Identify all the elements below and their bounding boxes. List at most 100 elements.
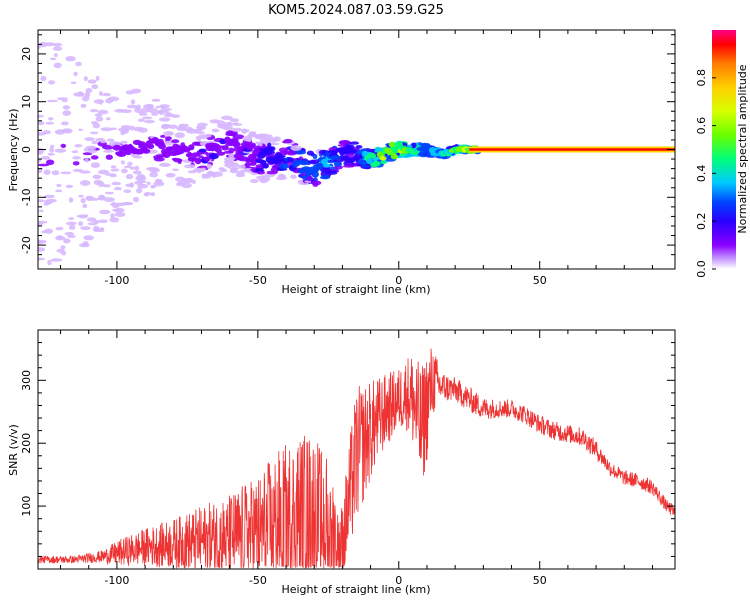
spectrogram-cell: [80, 103, 87, 108]
spectrogram-cell: [90, 155, 99, 160]
spectrogram-cell: [138, 112, 148, 116]
spectrogram-cell: [44, 228, 53, 234]
spectrogram-cell: [65, 221, 77, 226]
snr-panel: -100 -50 0 50 100 200 300 Height of straight l…: [7, 329, 676, 596]
spectrogram-cell: [151, 98, 161, 102]
spectrogram-ridge-cell: [379, 156, 387, 161]
spectrogram-cell: [103, 197, 115, 203]
spectrogram-cell: [63, 238, 71, 244]
spectrogram-cell: [161, 124, 172, 129]
spectrogram-cell: [177, 158, 182, 164]
spectrogram-cell: [235, 173, 246, 178]
spectrogram-cell: [69, 225, 76, 230]
spectrogram-cell: [83, 76, 88, 82]
spectrogram-x-axis-label: Height of straight line (km): [281, 283, 430, 296]
spectrogram-ridge-cell: [158, 143, 166, 150]
spectrogram-cell: [97, 195, 106, 201]
spectrogram-ridge-cell: [162, 151, 171, 159]
spectrogram-cell: [80, 198, 86, 204]
spectrogram-cell: [54, 148, 67, 153]
spectrogram-cell: [60, 171, 72, 175]
spectrogram-cell: [51, 170, 60, 176]
spectrogram-cell: [62, 105, 71, 110]
spectrogram-cell: [53, 62, 62, 69]
spectrogram-cell: [56, 183, 62, 188]
spectrogram-ridge-cell: [203, 156, 211, 162]
spectrogram-cell: [224, 163, 229, 167]
spectrogram-cell: [46, 99, 58, 103]
spectrogram-cell: [164, 136, 172, 141]
spectrogram-cell: [97, 109, 109, 115]
spectrogram-ridge-cell: [216, 151, 226, 156]
spectrogram-cell: [73, 71, 78, 77]
spectrogram-cell: [45, 121, 55, 125]
spectrogram-cell: [248, 131, 257, 138]
spectrogram-cell: [134, 180, 144, 185]
spectrogram-ridge-cell: [320, 158, 328, 165]
spectrogram-cell: [89, 109, 99, 113]
spectrogram-cell: [184, 164, 196, 169]
spectrogram-ridge-cell: [246, 145, 254, 151]
spectrogram-cell: [350, 141, 359, 145]
spectrogram-cell: [75, 61, 82, 67]
spectrogram-cell: [82, 152, 93, 156]
spectrogram-cell: [167, 131, 173, 136]
colorbar-gradient: [712, 30, 736, 269]
spectrogram-cell: [126, 104, 138, 109]
spectrogram-cell: [134, 165, 140, 171]
spectrogram-ridge-cell: [194, 157, 202, 165]
spectrogram-cell: [174, 132, 185, 139]
spectrogram-cell: [278, 173, 285, 178]
snr-y-tick-label: 300: [20, 370, 33, 391]
spectrogram-cell: [196, 122, 208, 127]
spectrogram-cell: [230, 127, 243, 132]
spectrogram-cell: [269, 142, 280, 146]
spectrogram-y-tick-label: -10: [20, 188, 33, 206]
spectrogram-cell: [80, 226, 91, 231]
spectrogram-cell: [80, 180, 91, 186]
colorbar-tick-label: 0.0: [695, 260, 708, 278]
spectrogram-ridge-cell: [386, 149, 394, 155]
spectrogram-cell: [45, 159, 55, 166]
spectrogram-ridge-cell: [212, 143, 221, 149]
spectrogram-ridge-cell: [142, 148, 151, 154]
spectrogram-ridge-cell: [299, 160, 309, 166]
spectrogram-ridge-cell: [371, 161, 381, 167]
spectrogram-cell: [92, 174, 102, 179]
spectrogram-ridge-cell: [311, 171, 319, 178]
spectrogram-ridge-cell: [367, 152, 377, 159]
spectrogram-cell: [50, 258, 63, 262]
spectrogram-cell: [223, 159, 234, 164]
spectrogram-cell: [200, 167, 207, 171]
spectrogram-cell: [83, 235, 95, 241]
snr-x-tick-label: -50: [249, 574, 267, 587]
spectrogram-cell: [165, 172, 176, 178]
spectrogram-cell: [74, 144, 83, 148]
spectrogram-cell: [38, 257, 46, 261]
spectrogram-cell: [62, 110, 72, 116]
spectrogram-cell: [38, 132, 47, 136]
spectrogram-cell: [342, 164, 355, 168]
snr-axes: -100 -50 0 50 100 200 300: [20, 329, 675, 587]
spectrogram-cell: [106, 138, 115, 142]
spectrogram-cell: [151, 185, 157, 189]
spectrogram-cell: [149, 171, 158, 178]
spectrogram-cell: [163, 140, 174, 146]
spectrogram-cell: [290, 145, 302, 151]
spectrogram-cell: [380, 160, 386, 165]
spectrogram-cell: [85, 145, 97, 150]
spectrogram-cell: [306, 150, 314, 156]
spectrogram-cell: [38, 121, 45, 126]
spectrogram-ridge-cell: [209, 153, 219, 160]
spectrogram-cell: [193, 128, 202, 133]
spectrogram-cell: [175, 176, 185, 182]
spectrogram-cell: [100, 140, 107, 144]
spectrogram-cell: [120, 109, 132, 113]
spectrogram-x-tick-label: -50: [249, 274, 267, 287]
spectrogram-cell: [120, 140, 128, 144]
spectrogram-cell: [78, 221, 84, 227]
spectrogram-cell: [110, 202, 119, 207]
spectrogram-stable-line-core: [469, 148, 675, 151]
